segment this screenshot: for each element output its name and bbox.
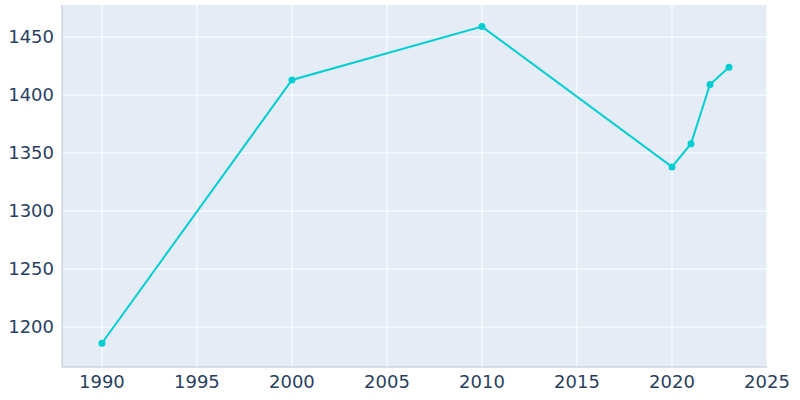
svg-text:1450: 1450 [8, 26, 54, 47]
svg-text:1300: 1300 [8, 200, 54, 221]
svg-text:2020: 2020 [649, 371, 695, 392]
svg-text:1400: 1400 [8, 84, 54, 105]
svg-text:2015: 2015 [554, 371, 600, 392]
svg-text:1200: 1200 [8, 316, 54, 337]
svg-text:2025: 2025 [744, 371, 790, 392]
svg-text:1995: 1995 [174, 371, 220, 392]
svg-text:2000: 2000 [269, 371, 315, 392]
svg-text:1350: 1350 [8, 142, 54, 163]
svg-text:2010: 2010 [459, 371, 505, 392]
svg-text:2005: 2005 [364, 371, 410, 392]
svg-text:1250: 1250 [8, 258, 54, 279]
svg-text:1990: 1990 [79, 371, 125, 392]
